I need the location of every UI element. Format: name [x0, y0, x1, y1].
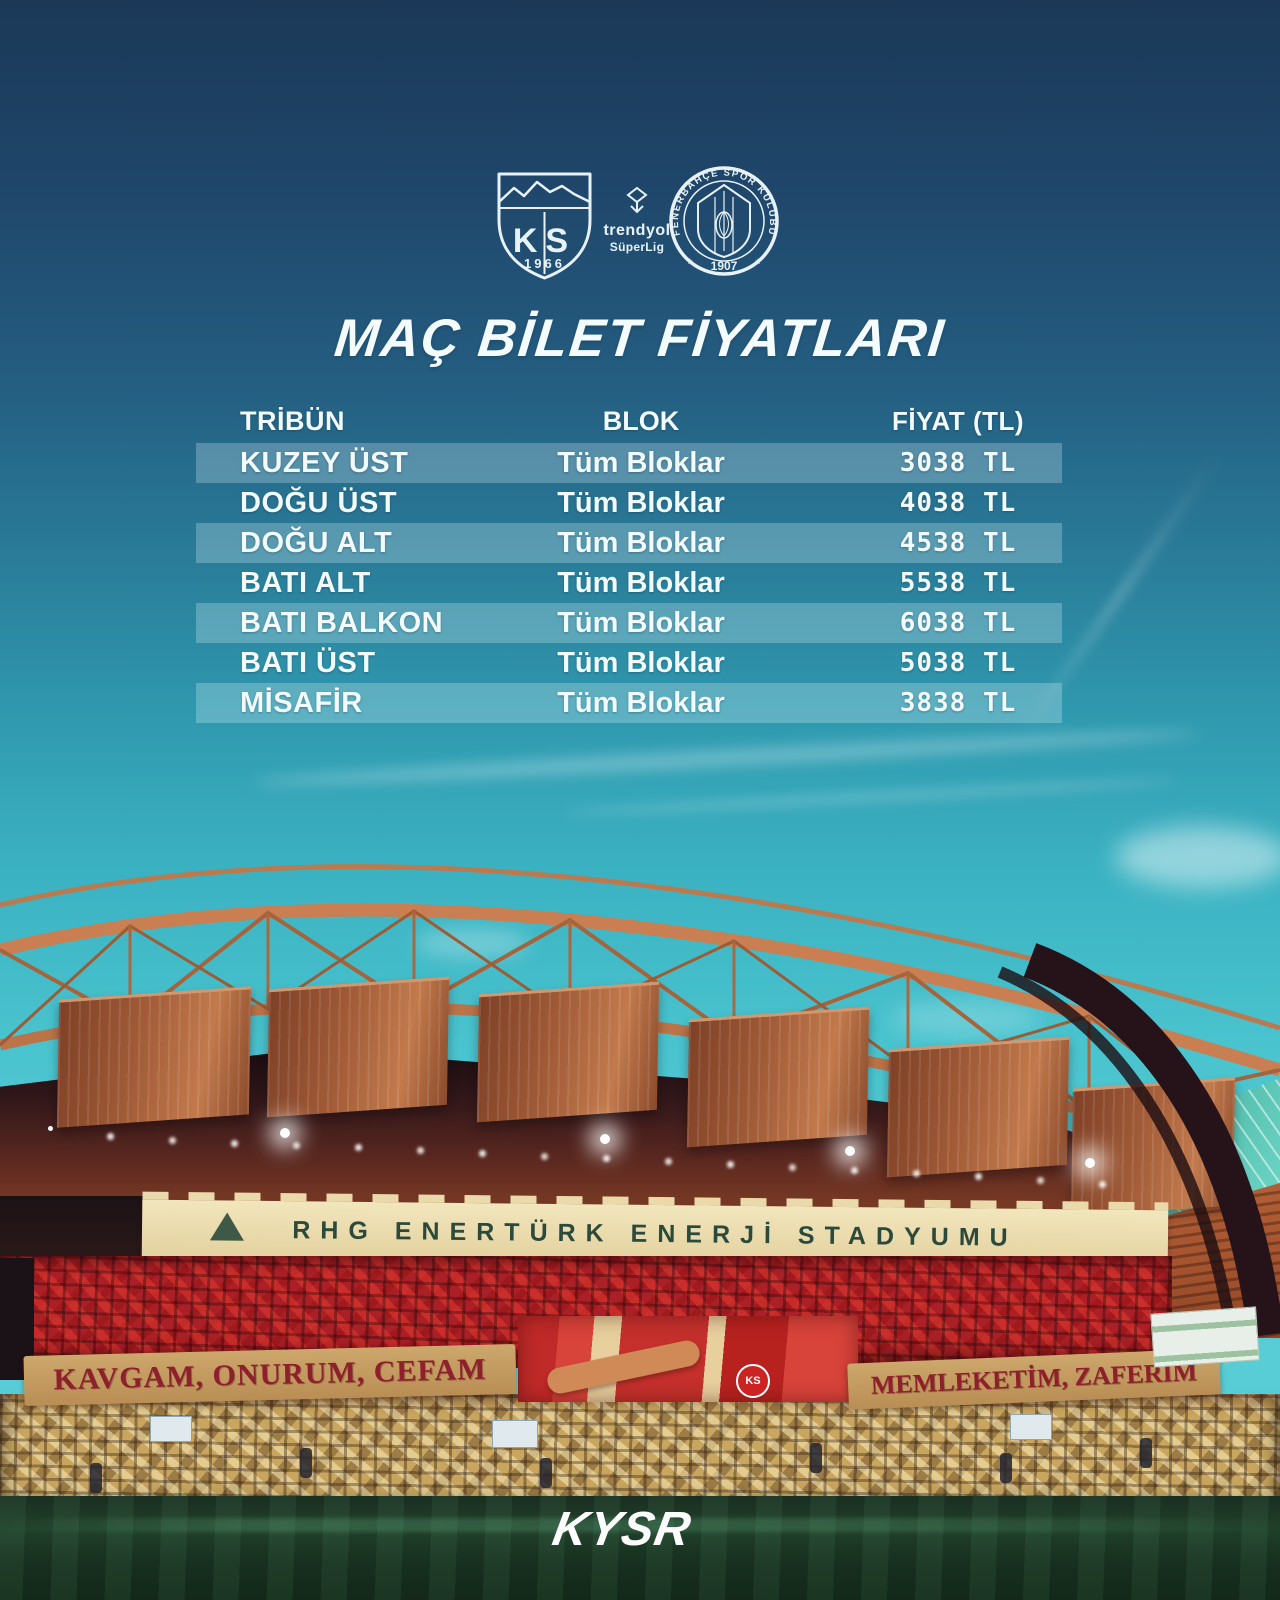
ks-year: 1966	[524, 256, 565, 271]
fenerbahce-year: 1907	[711, 259, 738, 273]
floodlight-row	[48, 1126, 53, 1131]
blok-cell: Tüm Bloklar	[557, 606, 725, 639]
column-header-tribun: TRİBÜN	[240, 406, 345, 436]
tribun-cell: BATI ALT	[240, 566, 371, 599]
cloud	[1115, 826, 1280, 888]
trendyol-brand-label: trendyol	[603, 222, 671, 239]
ad-board	[1010, 1414, 1052, 1440]
fiyat-cell: 4538 TL	[899, 528, 1017, 558]
table-row: MİSAFİR Tüm Bloklar 3838 TL	[196, 683, 1062, 723]
person-silhouette	[1000, 1453, 1012, 1483]
sponsor-board	[1150, 1306, 1260, 1368]
logo-row: KS 1966 trendyol SüperLig FENERBAHÇE SPO…	[0, 150, 1280, 290]
person-silhouette	[90, 1463, 102, 1493]
fiyat-cell: 3038 TL	[899, 448, 1017, 478]
trendyol-icon	[626, 186, 648, 214]
table-header-row: TRİBÜN BLOK FİYAT (TL)	[196, 400, 1062, 443]
person-silhouette	[810, 1443, 822, 1473]
blok-cell: Tüm Bloklar	[557, 526, 725, 559]
tribun-cell: KUZEY ÜST	[240, 446, 409, 479]
trendyol-superlig-logo: trendyol SüperLig	[598, 185, 676, 254]
roof-edge-curve	[997, 943, 1280, 1338]
blok-cell: Tüm Bloklar	[557, 446, 725, 479]
blok-cell: Tüm Bloklar	[557, 646, 725, 679]
enerturk-triangle-icon	[209, 1212, 245, 1241]
tribun-cell: BATI BALKON	[240, 606, 444, 639]
blok-cell: Tüm Bloklar	[557, 566, 725, 599]
stadium-name-text: RHG ENERTÜRK ENERJİ STADYUMU	[292, 1216, 1018, 1252]
ks-initials: KS	[513, 222, 576, 260]
fiyat-cell: 4038 TL	[899, 488, 1017, 518]
tifo-ks-badge: KS	[736, 1364, 770, 1398]
ad-board	[492, 1420, 538, 1448]
kysr-brand-logo: KYSR	[548, 1503, 696, 1556]
column-header-blok: BLOK	[602, 406, 680, 436]
floodlight-glare	[600, 1134, 610, 1144]
floodlight-glare	[845, 1146, 855, 1156]
blok-cell: Tüm Bloklar	[557, 486, 725, 519]
person-silhouette	[300, 1448, 312, 1478]
person-silhouette	[1140, 1438, 1152, 1468]
tribun-cell: MİSAFİR	[240, 686, 363, 719]
fiyat-cell: 5538 TL	[899, 568, 1017, 598]
table-row: KUZEY ÜST Tüm Bloklar 3038 TL	[196, 443, 1062, 483]
tribun-cell: BATI ÜST	[240, 646, 376, 679]
tifo-hand-artwork	[544, 1338, 703, 1396]
fenerbahce-star: ★	[754, 257, 761, 266]
tribun-cell: DOĞU ALT	[240, 526, 393, 559]
fiyat-cell: 6038 TL	[899, 608, 1017, 638]
superlig-label: SüperLig	[609, 240, 665, 254]
page-title: MAÇ BİLET FİYATLARI	[331, 309, 949, 368]
floodlight-glare	[1085, 1158, 1095, 1168]
fiyat-cell: 3838 TL	[899, 688, 1017, 718]
blok-cell: Tüm Bloklar	[557, 686, 725, 719]
grass-highlight	[0, 1518, 1280, 1532]
tribun-cell: DOĞU ÜST	[240, 486, 398, 519]
table-row: BATI ALT Tüm Bloklar 5538 TL	[196, 563, 1062, 603]
table-row: DOĞU ALT Tüm Bloklar 4538 TL	[196, 523, 1062, 563]
ad-board	[150, 1416, 192, 1442]
floodlight-glare	[280, 1128, 290, 1138]
kayserispor-logo-icon: KS 1966	[497, 172, 592, 280]
table-row: BATI BALKON Tüm Bloklar 6038 TL	[196, 603, 1062, 643]
fiyat-cell: 5038 TL	[899, 648, 1017, 678]
person-silhouette	[540, 1458, 552, 1488]
red-tifo-crowd	[0, 1256, 1172, 1368]
fenerbahce-logo-icon: FENERBAHÇE SPOR KULÜBÜ 1907 ★ ★	[669, 166, 779, 276]
table-row: DOĞU ÜST Tüm Bloklar 4038 TL	[196, 483, 1062, 523]
table-row: BATI ÜST Tüm Bloklar 5038 TL	[196, 643, 1062, 683]
center-tifo-banner: KS	[518, 1316, 858, 1402]
ticket-price-table: TRİBÜN BLOK FİYAT (TL) KUZEY ÜST Tüm Blo…	[196, 400, 1062, 723]
pitch	[0, 1496, 1280, 1600]
fenerbahce-star: ★	[686, 257, 693, 266]
column-header-fiyat: FİYAT (TL)	[891, 406, 1025, 436]
stadium-photo: RHG ENERTÜRK ENERJİ STADYUMU KS KAVGAM, …	[0, 828, 1280, 1600]
